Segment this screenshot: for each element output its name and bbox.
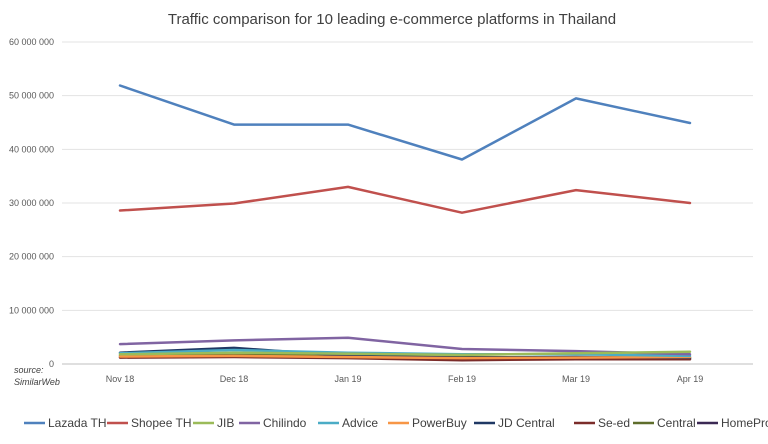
legend-label-advice: Advice — [342, 416, 378, 430]
chart-title: Traffic comparison for 10 leading e-comm… — [168, 11, 616, 28]
y-tick-label: 20 000 000 — [9, 252, 54, 262]
series-line-jib — [118, 350, 692, 357]
x-tick-label: Dec 18 — [220, 374, 249, 384]
series-line-chilindo — [118, 336, 692, 356]
legend: Lazada TH Shopee TH JIB Chilindo Advice Power… — [24, 416, 768, 430]
x-tick-label: Feb 19 — [448, 374, 476, 384]
y-tick-label: 30 000 000 — [9, 198, 54, 208]
legend-label-lazada-th: Lazada TH — [48, 416, 106, 430]
series-lines — [118, 84, 692, 362]
series-line-powerbuy — [118, 354, 692, 360]
series-line-lazada-th — [118, 84, 692, 161]
gridlines — [62, 41, 753, 365]
legend-label-se-ed: Se-ed — [598, 416, 630, 430]
y-tick-label: 0 — [49, 359, 54, 369]
y-tick-label: 10 000 000 — [9, 305, 54, 315]
series-line-shopee-th — [118, 185, 692, 214]
y-axis-tick-labels: 0 10 000 000 20 000 000 30 000 000 40 000 00… — [9, 37, 54, 369]
legend-label-jib: JIB — [217, 416, 234, 430]
legend-label-central: Central — [657, 416, 696, 430]
y-tick-label: 40 000 000 — [9, 144, 54, 154]
legend-label-powerbuy: PowerBuy — [412, 416, 467, 430]
x-tick-label: Apr 19 — [677, 374, 704, 384]
legend-label-shopee-th: Shopee TH — [131, 416, 192, 430]
x-tick-label: Nov 18 — [106, 374, 135, 384]
source-label: source: — [14, 365, 44, 375]
legend-label-chilindo: Chilindo — [263, 416, 307, 430]
x-axis-tick-labels: Nov 18 Dec 18 Jan 19 Feb 19 Mar 19 Apr 19 — [106, 374, 704, 384]
y-tick-label: 50 000 000 — [9, 91, 54, 101]
legend-label-jd-central: JD Central — [498, 416, 555, 430]
legend-label-homepro: HomePro — [721, 416, 768, 430]
x-tick-label: Jan 19 — [334, 374, 361, 384]
source-name: SimilarWeb — [14, 377, 60, 387]
y-tick-label: 60 000 000 — [9, 37, 54, 47]
x-tick-label: Mar 19 — [562, 374, 590, 384]
